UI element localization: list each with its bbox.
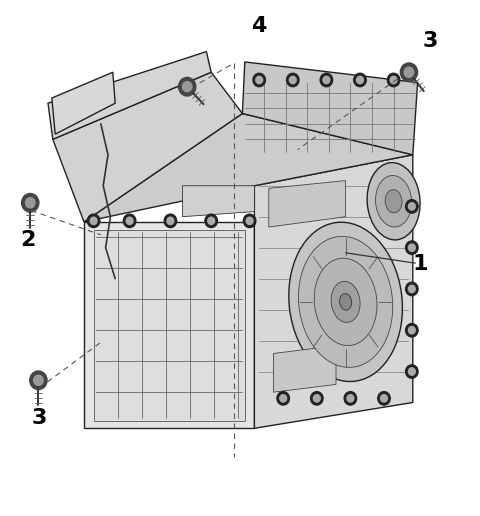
- Circle shape: [354, 73, 366, 87]
- Text: 3: 3: [32, 408, 47, 428]
- Text: 4: 4: [252, 16, 267, 36]
- Circle shape: [277, 392, 289, 405]
- Circle shape: [243, 214, 256, 228]
- Ellipse shape: [339, 294, 352, 310]
- Circle shape: [378, 392, 390, 405]
- Circle shape: [406, 365, 418, 378]
- Circle shape: [289, 76, 296, 84]
- Circle shape: [311, 392, 323, 405]
- Circle shape: [320, 73, 333, 87]
- Circle shape: [387, 73, 400, 87]
- Circle shape: [182, 82, 192, 92]
- Ellipse shape: [367, 163, 420, 240]
- Circle shape: [208, 217, 215, 224]
- Circle shape: [167, 217, 174, 224]
- Circle shape: [408, 203, 415, 210]
- Polygon shape: [269, 181, 346, 227]
- Circle shape: [123, 214, 136, 228]
- Circle shape: [34, 375, 43, 385]
- Circle shape: [22, 194, 39, 212]
- Circle shape: [404, 67, 414, 77]
- Circle shape: [253, 73, 265, 87]
- Circle shape: [406, 200, 418, 213]
- Circle shape: [406, 282, 418, 296]
- Circle shape: [25, 198, 35, 208]
- Circle shape: [256, 76, 263, 84]
- Polygon shape: [182, 186, 254, 217]
- Circle shape: [323, 76, 330, 84]
- Circle shape: [408, 327, 415, 334]
- Circle shape: [344, 392, 357, 405]
- Circle shape: [179, 77, 196, 96]
- Text: 3: 3: [423, 31, 438, 51]
- Circle shape: [90, 217, 97, 224]
- Circle shape: [246, 217, 253, 224]
- Circle shape: [408, 285, 415, 293]
- Circle shape: [357, 76, 363, 84]
- Circle shape: [87, 214, 100, 228]
- Circle shape: [313, 395, 320, 402]
- Polygon shape: [274, 346, 336, 392]
- Polygon shape: [254, 155, 413, 428]
- Circle shape: [408, 244, 415, 251]
- Ellipse shape: [289, 222, 402, 381]
- Circle shape: [164, 214, 177, 228]
- Polygon shape: [84, 222, 254, 428]
- Polygon shape: [53, 72, 242, 222]
- Circle shape: [408, 368, 415, 375]
- Ellipse shape: [299, 236, 393, 367]
- Polygon shape: [52, 72, 115, 134]
- Circle shape: [287, 73, 299, 87]
- Text: 2: 2: [20, 230, 36, 250]
- Circle shape: [406, 241, 418, 254]
- Circle shape: [126, 217, 133, 224]
- Text: 1: 1: [412, 254, 428, 274]
- Polygon shape: [84, 114, 413, 222]
- Circle shape: [280, 395, 287, 402]
- Ellipse shape: [331, 281, 360, 322]
- Polygon shape: [94, 230, 245, 421]
- Polygon shape: [48, 52, 211, 139]
- Circle shape: [205, 214, 217, 228]
- Ellipse shape: [375, 175, 412, 227]
- Circle shape: [347, 395, 354, 402]
- Circle shape: [406, 324, 418, 337]
- Circle shape: [381, 395, 387, 402]
- Ellipse shape: [314, 258, 377, 346]
- Polygon shape: [242, 62, 418, 155]
- Circle shape: [30, 371, 47, 390]
- Circle shape: [390, 76, 397, 84]
- Circle shape: [400, 63, 418, 82]
- Ellipse shape: [385, 190, 402, 213]
